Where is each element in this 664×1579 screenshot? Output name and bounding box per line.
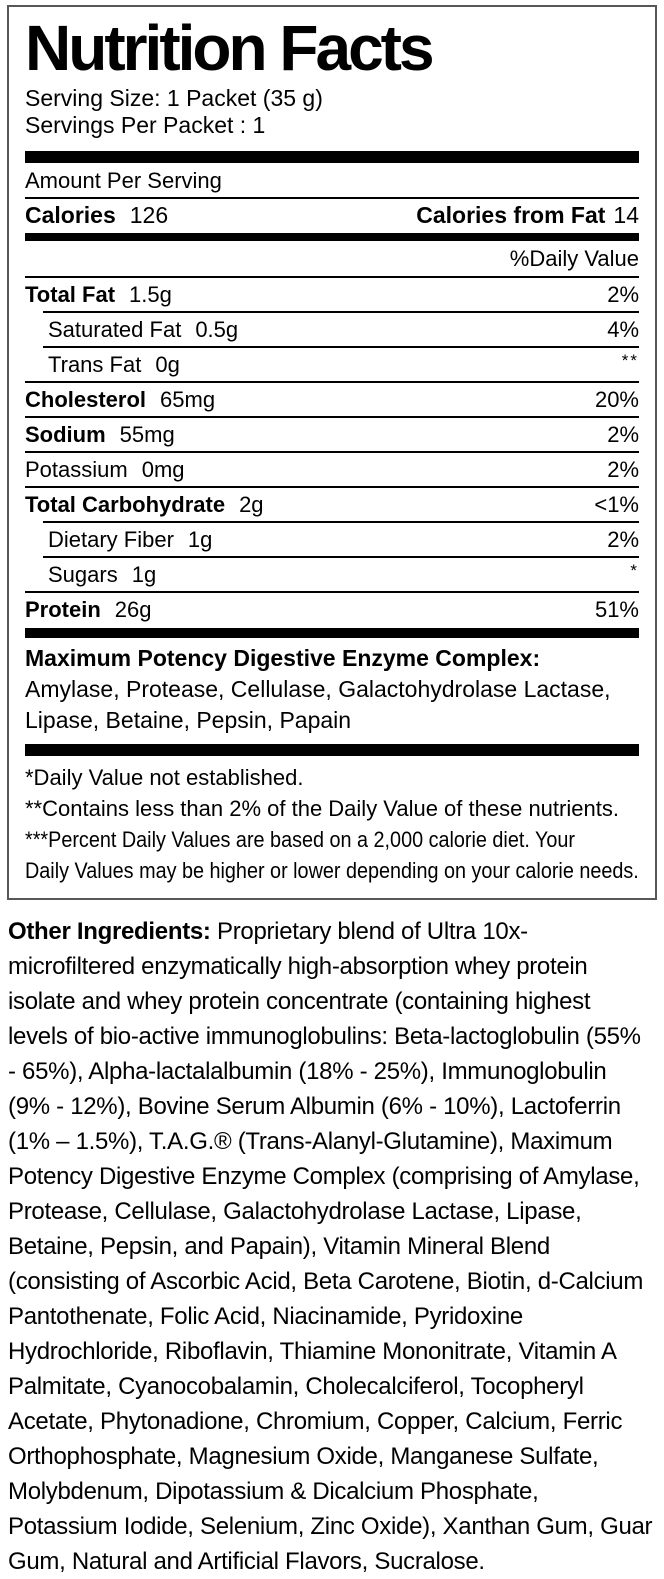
calories-value: 126: [129, 202, 169, 228]
table-row-potassium: Potassium 0mg 2%: [25, 451, 639, 486]
nutrient-daily-value: **: [621, 351, 639, 370]
table-row-total-fat: Total Fat 1.5g 2%: [25, 276, 639, 311]
nutrient-amount: 65mg: [160, 387, 216, 412]
nutrient-amount: 1g: [131, 562, 157, 587]
nutrient-amount: 1.5g: [129, 282, 172, 307]
calories-left: Calories 126: [25, 202, 168, 229]
nutrient-amount: 2g: [239, 492, 264, 517]
table-row-sugars: Sugars 1g *: [43, 556, 639, 591]
calories-from-fat-value: 14: [613, 202, 639, 228]
nutrient-name: Trans Fat: [48, 352, 142, 377]
other-ingredients-paragraph: Other Ingredients: Proprietary blend of …: [8, 914, 654, 1579]
table-row-total-carbohydrate: Total Carbohydrate 2g <1%: [25, 486, 639, 521]
nutrient-daily-value: 2%: [607, 282, 639, 307]
nutrient-amount: 26g: [114, 597, 152, 622]
nutrient-name: Dietary Fiber: [48, 527, 174, 552]
nutrition-facts-title: Nutrition Facts: [25, 12, 435, 84]
serving-info: Serving Size: 1 Packet (35 g) Servings P…: [25, 85, 639, 139]
nutrient-daily-value: *: [630, 561, 639, 580]
nutrient-daily-value: 2%: [607, 457, 639, 482]
nutrient-daily-value: 4%: [607, 317, 639, 342]
calories-from-fat: Calories from Fat 14: [416, 202, 639, 229]
table-row-trans-fat: Trans Fat 0g **: [43, 346, 639, 381]
nutrient-amount: 0.5g: [195, 317, 239, 342]
footnote-percent-daily-values-line1: ***Percent Daily Values are based on a 2…: [25, 827, 575, 852]
table-row-saturated-fat: Saturated Fat 0.5g 4%: [43, 311, 639, 346]
amount-per-serving-label: Amount Per Serving: [25, 168, 222, 193]
nutrition-facts-panel: Nutrition Facts Serving Size: 1 Packet (…: [7, 5, 657, 900]
thick-divider-bar: [25, 233, 639, 241]
nutrient-amount: 0mg: [141, 457, 185, 482]
enzyme-complex-heading: Maximum Potency Digestive Enzyme Complex…: [25, 645, 541, 671]
footnote-less-than-2pct: **Contains less than 2% of the Daily Val…: [25, 796, 619, 821]
nutrient-daily-value: 2%: [607, 527, 639, 552]
calories-from-fat-label: Calories from Fat: [416, 202, 606, 228]
nutrient-amount: 0g: [155, 352, 180, 377]
thick-divider-bar: [25, 151, 639, 163]
servings-per-packet: Servings Per Packet : 1: [25, 112, 266, 138]
nutrient-table: Total Fat 1.5g 2% Saturated Fat 0.5g 4% …: [25, 276, 639, 626]
nutrient-name: Protein: [25, 597, 101, 622]
nutrient-name: Total Carbohydrate: [25, 492, 226, 517]
nutrient-name: Total Fat: [25, 282, 116, 307]
table-row-sodium: Sodium 55mg 2%: [25, 416, 639, 451]
nutrient-name: Sodium: [25, 422, 106, 447]
footnotes-section: *Daily Value not established. **Contains…: [25, 756, 639, 886]
nutrient-name: Potassium: [25, 457, 128, 482]
thick-divider-bar: [25, 628, 639, 638]
nutrient-name: Cholesterol: [25, 387, 147, 412]
nutrient-daily-value: <1%: [594, 492, 639, 517]
other-ingredients-text: Proprietary blend of Ultra 10x-microfilt…: [8, 918, 653, 1575]
thick-divider-bar: [25, 744, 639, 756]
other-ingredients-heading: Other Ingredients:: [8, 918, 211, 945]
calories-label: Calories: [25, 202, 116, 228]
table-row-dietary-fiber: Dietary Fiber 1g 2%: [43, 521, 639, 556]
daily-value-header: %Daily Value: [509, 246, 639, 271]
table-row-cholesterol: Cholesterol 65mg 20%: [25, 381, 639, 416]
nutrient-amount: 1g: [187, 527, 213, 552]
nutrient-name: Sugars: [48, 562, 118, 587]
nutrient-daily-value: 51%: [594, 597, 639, 622]
nutrient-amount: 55mg: [119, 422, 175, 447]
nutrient-daily-value: 2%: [607, 422, 639, 447]
thin-rule: [25, 197, 639, 199]
enzyme-complex-section: Maximum Potency Digestive Enzyme Complex…: [25, 638, 639, 744]
table-row-protein: Protein 26g 51%: [25, 591, 639, 626]
nutrition-label-page: Nutrition Facts Serving Size: 1 Packet (…: [0, 5, 664, 1579]
serving-size: Serving Size: 1 Packet (35 g): [25, 85, 323, 111]
footnote-daily-value: *Daily Value not established.: [25, 765, 304, 790]
calories-row: Calories 126 Calories from Fat 14: [25, 199, 639, 233]
nutrient-name: Saturated Fat: [48, 317, 182, 342]
nutrient-daily-value: 20%: [594, 387, 639, 412]
enzyme-complex-ingredients: Amylase, Protease, Cellulase, Galactohyd…: [25, 676, 611, 733]
footnote-percent-daily-values-line2: Daily Values may be higher or lower depe…: [25, 858, 639, 883]
